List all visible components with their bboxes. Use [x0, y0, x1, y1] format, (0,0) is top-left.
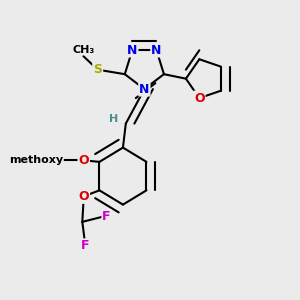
Text: N: N — [151, 44, 162, 56]
Text: S: S — [93, 63, 102, 76]
Text: O: O — [194, 92, 205, 105]
Text: CH₃: CH₃ — [72, 45, 94, 55]
Text: N: N — [127, 44, 137, 56]
Text: methoxy: methoxy — [9, 155, 63, 165]
Text: O: O — [78, 154, 89, 167]
Text: N: N — [139, 82, 150, 96]
Text: F: F — [102, 210, 111, 223]
Text: F: F — [81, 239, 89, 252]
Text: O: O — [78, 190, 89, 203]
Text: H: H — [110, 114, 119, 124]
